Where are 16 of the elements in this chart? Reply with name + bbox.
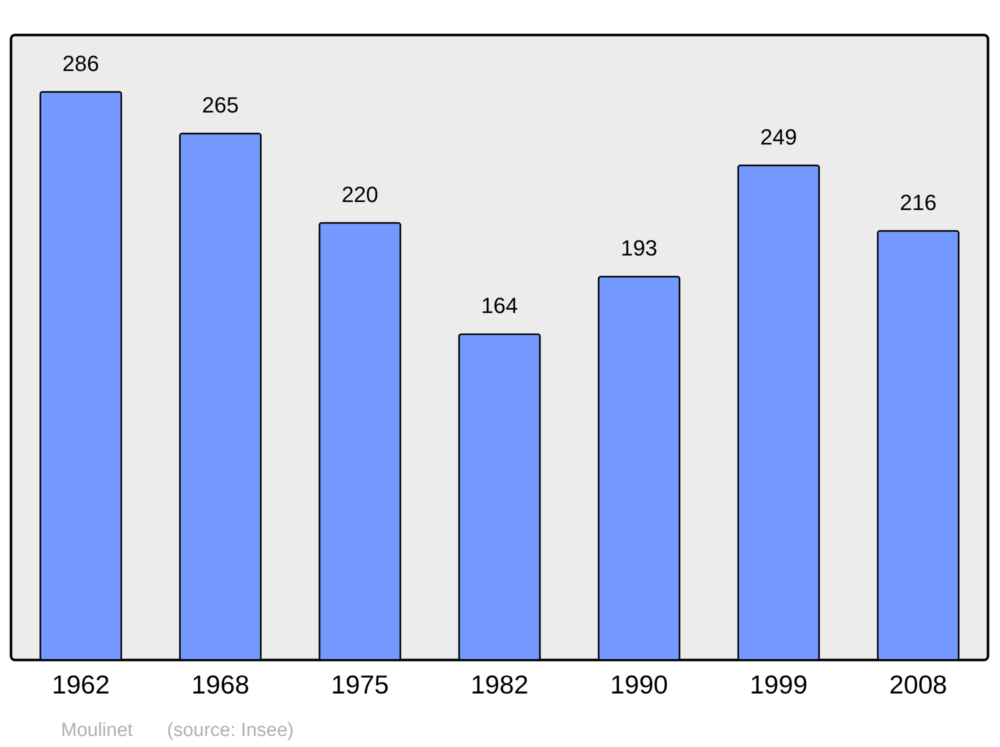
data-label: 220	[342, 182, 378, 207]
x-tick-label: 1968	[191, 670, 250, 700]
x-tick-label: 1990	[610, 670, 668, 700]
text: (source: Insee)	[167, 720, 294, 741]
text: Moulinet	[61, 720, 134, 741]
data-label: 286	[62, 50, 100, 76]
data-label: 265	[202, 92, 239, 118]
data-label: 193	[620, 236, 658, 261]
data-label: 249	[760, 124, 797, 150]
data-label: 216	[900, 190, 937, 215]
x-tick-label: 1999	[750, 670, 808, 700]
x-tick-label: 1982	[470, 670, 528, 700]
data-label: 164	[481, 293, 518, 318]
x-tick-label: 1975	[331, 670, 389, 700]
x-tick-label: 2008	[889, 670, 948, 700]
x-tick-label: 1962	[52, 670, 110, 700]
